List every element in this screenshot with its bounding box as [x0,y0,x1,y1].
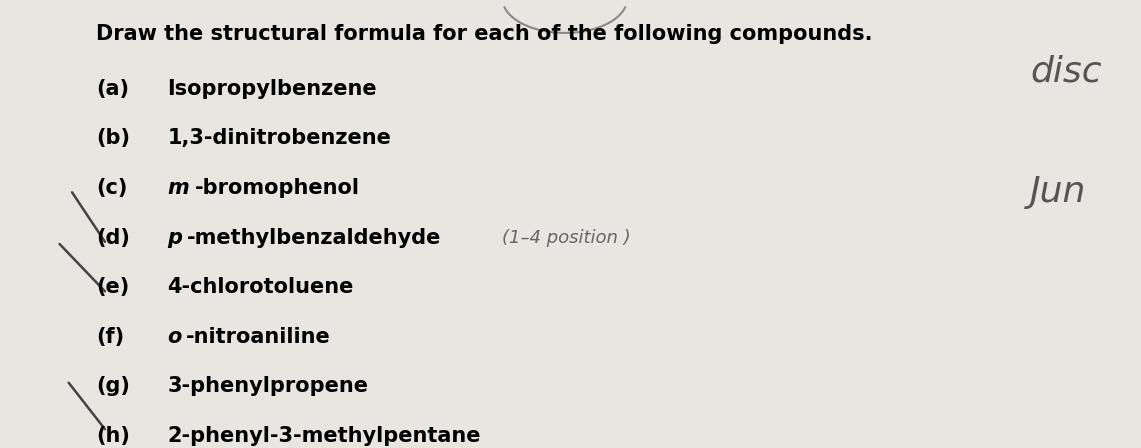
Text: (1–4 position ): (1–4 position ) [502,228,631,246]
Text: (d): (d) [96,228,130,247]
Text: -bromophenol: -bromophenol [195,178,361,198]
Text: (e): (e) [96,277,129,297]
Text: disc: disc [1030,55,1102,88]
Text: 2-phenyl-3-methylpentane: 2-phenyl-3-methylpentane [168,426,480,446]
Text: Draw the structural formula for each of the following compounds.: Draw the structural formula for each of … [96,24,873,44]
Text: Isopropylbenzene: Isopropylbenzene [168,79,377,99]
Text: (g): (g) [96,376,130,396]
Text: 4-chlorotoluene: 4-chlorotoluene [168,277,354,297]
Text: o: o [168,327,181,347]
Text: 3-phenylpropene: 3-phenylpropene [168,376,369,396]
Text: (f): (f) [96,327,124,347]
Text: p: p [168,228,183,247]
Text: (c): (c) [96,178,128,198]
Text: m: m [168,178,189,198]
Text: (b): (b) [96,129,130,148]
Text: -nitroaniline: -nitroaniline [186,327,331,347]
Text: Jun: Jun [1030,175,1086,209]
Text: -methylbenzaldehyde: -methylbenzaldehyde [187,228,442,247]
Text: 1,3-dinitrobenzene: 1,3-dinitrobenzene [168,129,391,148]
Text: (a): (a) [96,79,129,99]
Text: (h): (h) [96,426,130,446]
